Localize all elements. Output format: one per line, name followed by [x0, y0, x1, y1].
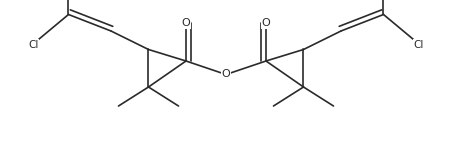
Text: O: O — [261, 18, 270, 28]
Text: O: O — [221, 69, 230, 80]
Text: O: O — [181, 18, 190, 28]
Text: Cl: Cl — [28, 39, 38, 50]
Text: Cl: Cl — [413, 39, 423, 50]
